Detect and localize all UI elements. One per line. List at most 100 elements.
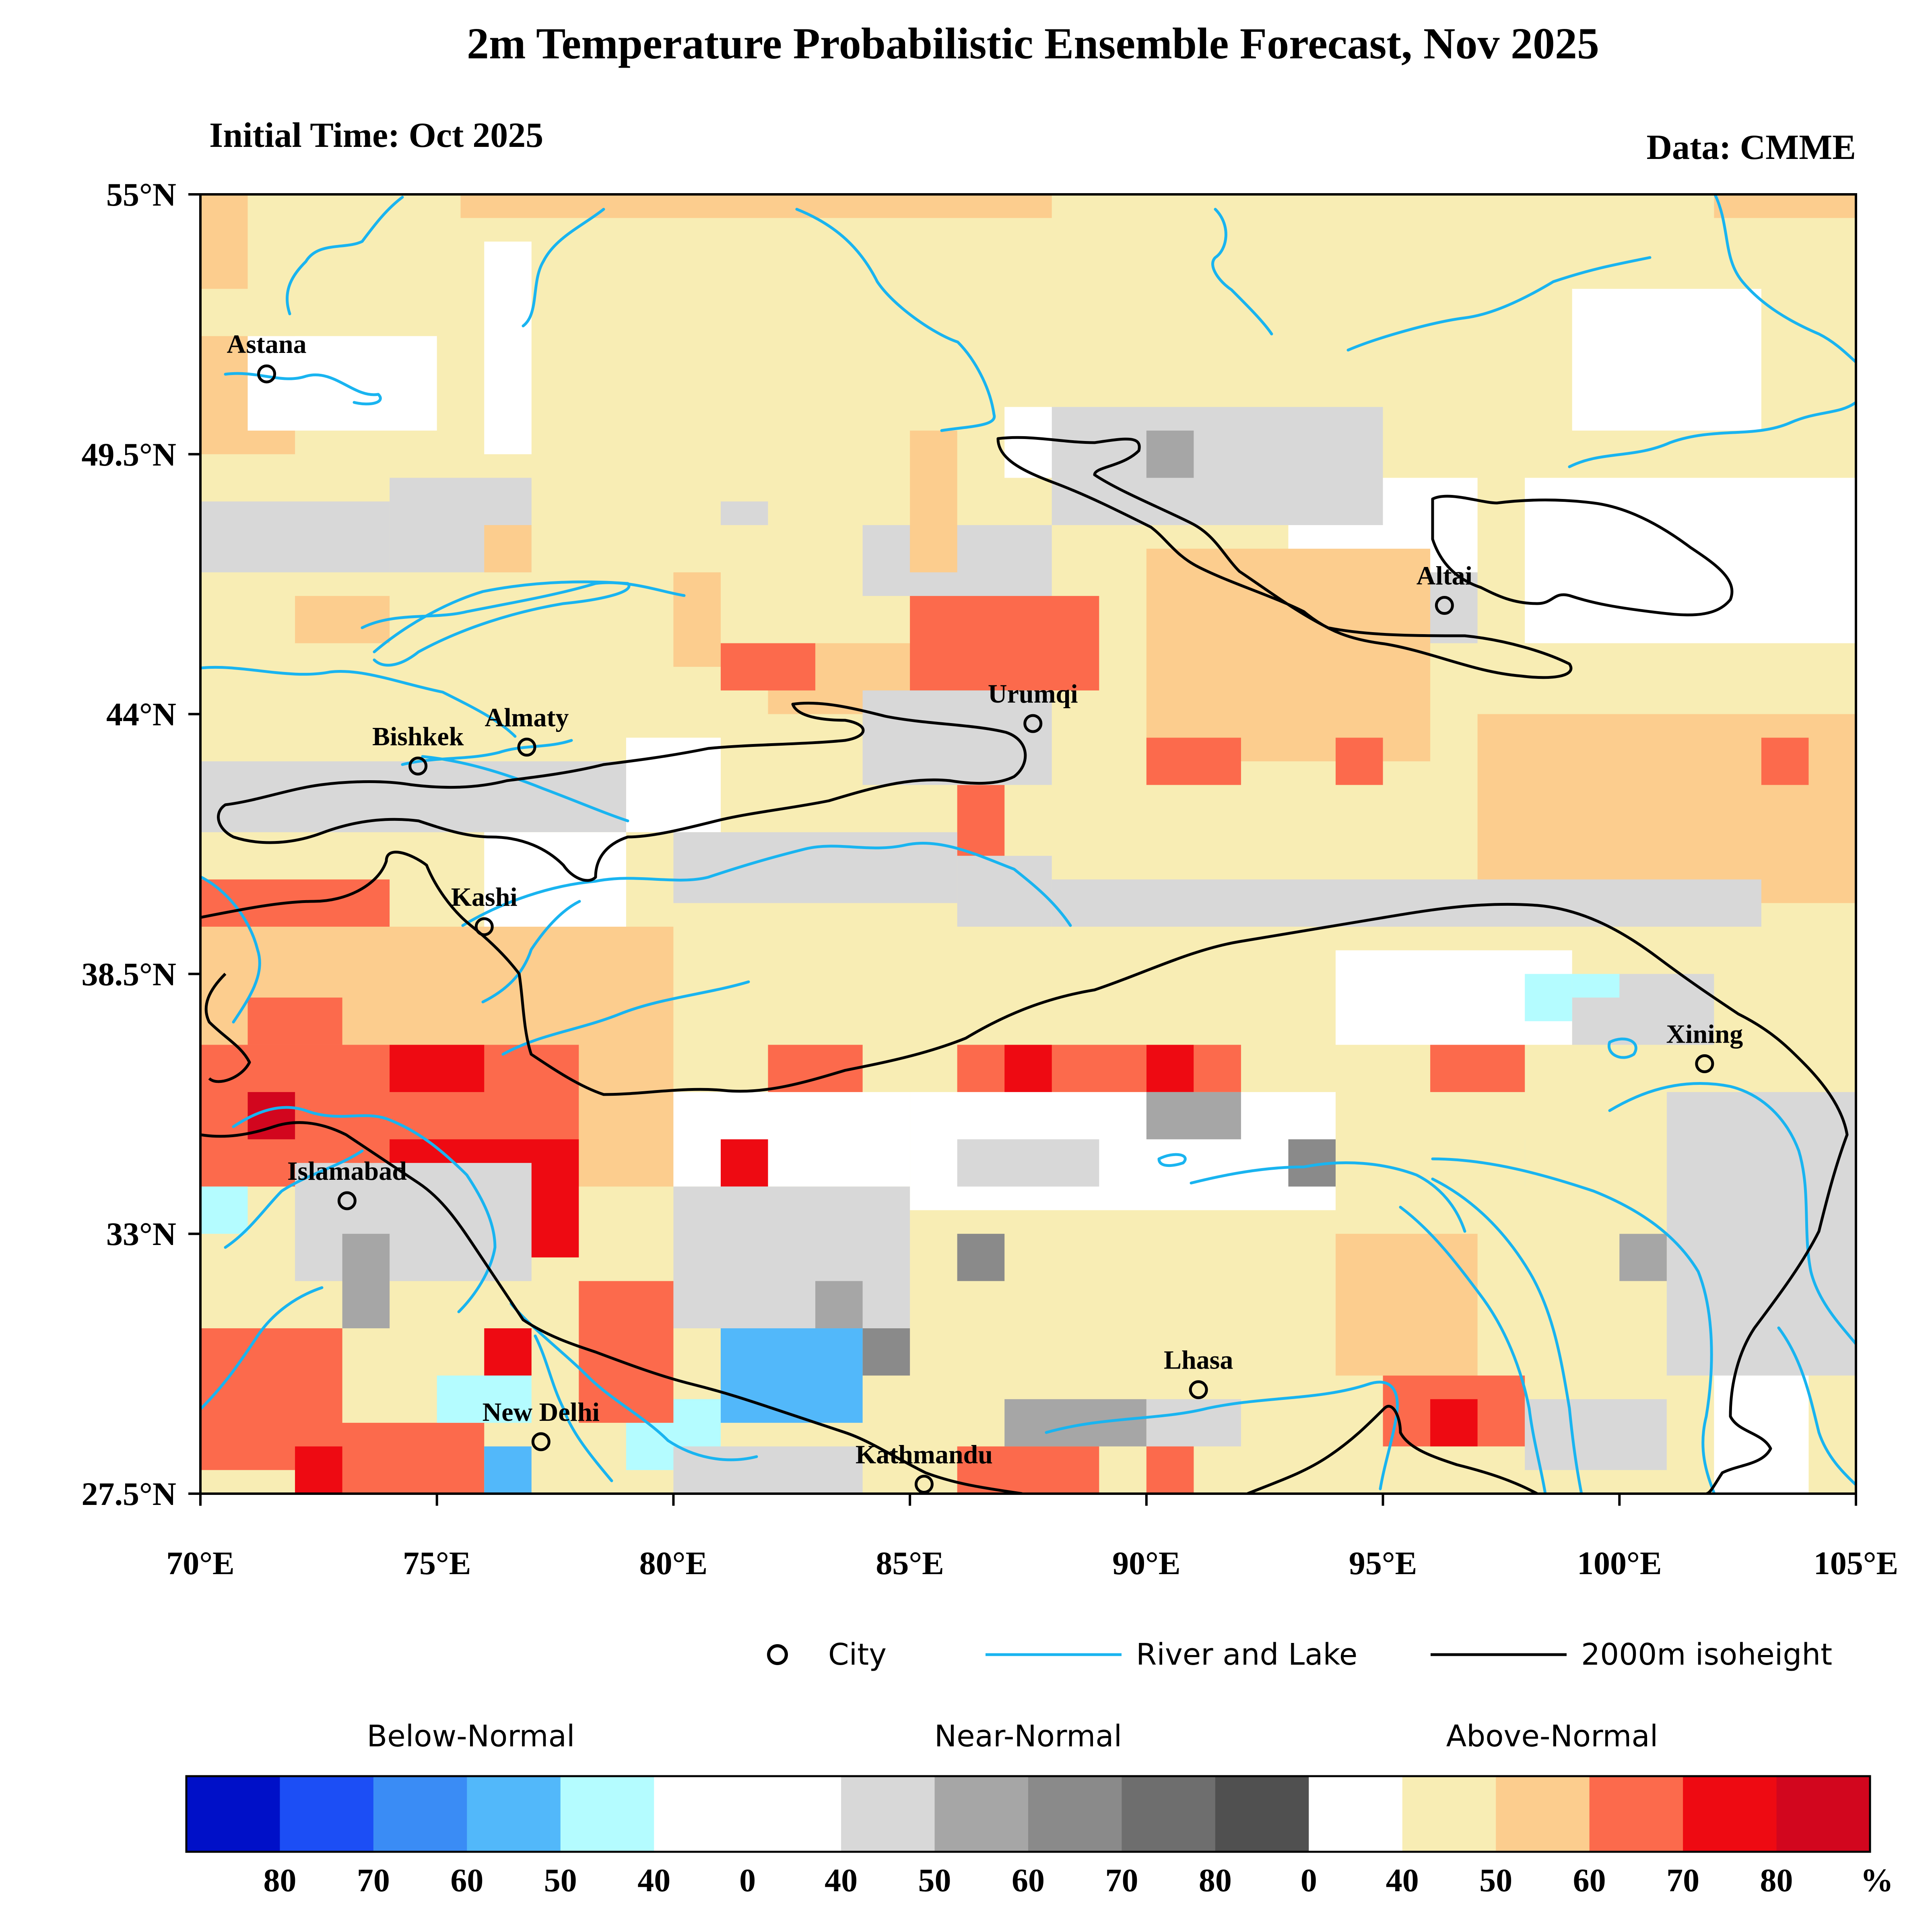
city-marker-astana: [257, 364, 276, 383]
x-tick-label: 100°E: [1577, 1545, 1662, 1581]
heatmap-region-16: [1146, 431, 1194, 478]
city-marker-urumqi: [1023, 714, 1043, 733]
colorbar-tick-label: 70: [1105, 1862, 1138, 1898]
isoheight-altai: [996, 436, 1573, 679]
isoheight-pamir-tibet: [200, 851, 1849, 1494]
colorbar-tick-label: 40: [1386, 1862, 1419, 1898]
heatmap-region-73: [720, 1328, 863, 1423]
river-east: [1346, 256, 1652, 352]
colorbar-swatch: [747, 1776, 841, 1852]
river-mekong: [1431, 1177, 1583, 1494]
colorbar-swatch: [1122, 1776, 1216, 1852]
lake-namtso: [1157, 1153, 1187, 1167]
river-east-edge: [1777, 1326, 1856, 1486]
heatmap-region-80: [1146, 1399, 1241, 1447]
y-tick-label: 27.5°N: [81, 1476, 176, 1512]
city-marker-xining: [1695, 1054, 1714, 1073]
heatmap-region-25: [720, 643, 816, 690]
colorbar-swatch: [560, 1776, 654, 1852]
heatmap-region-88: [1525, 974, 1572, 1021]
colorbar-tick-label: 80: [1199, 1862, 1232, 1898]
heatmap-region-54: [437, 1375, 532, 1423]
river-naryn: [401, 739, 573, 766]
plot-frame: [199, 193, 1857, 1495]
heatmap-region-27: [1146, 738, 1241, 785]
city-label-altai: Altai: [1417, 561, 1472, 591]
isoheight-tianshan: [217, 701, 1027, 882]
colorbar-swatch: [280, 1776, 374, 1852]
colorbar-swatch: [1683, 1776, 1777, 1852]
river-northeast: [1713, 194, 1856, 364]
y-tick-label: 55°N: [106, 176, 176, 213]
city-label-kathmandu: Kathmandu: [856, 1440, 993, 1470]
river-kashi: [481, 900, 581, 1004]
heatmap-region-57: [673, 1092, 910, 1187]
colorbar-swatch: [1309, 1776, 1403, 1852]
city-label-islamabad: Islamabad: [287, 1156, 407, 1186]
heatmap-region-20: [484, 525, 532, 573]
city-marker-kashi: [474, 917, 494, 936]
colorbar-group-near: Near-Normal: [934, 1719, 1122, 1754]
colorbar-group-above: Above-Normal: [1446, 1719, 1658, 1754]
river-yellow: [1608, 1082, 1856, 1346]
heatmap-region-70: [957, 1234, 1005, 1281]
x-tick-label: 90°E: [1112, 1545, 1181, 1581]
city-marker-almaty: [517, 738, 536, 757]
colorbar-tick-label: 80: [1760, 1862, 1793, 1898]
river-salween: [1399, 1206, 1547, 1494]
x-tick-label: 95°E: [1349, 1545, 1417, 1581]
river-khotan: [501, 980, 750, 1056]
river-sutlej: [200, 1286, 324, 1410]
x-tick-label: 75°E: [403, 1545, 471, 1581]
river-syr: [200, 666, 517, 738]
heatmap-region-58: [720, 1139, 768, 1187]
river-yamuna: [534, 1334, 613, 1482]
heatmap-region-71: [815, 1281, 863, 1329]
river-brahmaputra: [1045, 1381, 1399, 1490]
x-tick-label: 70°E: [166, 1545, 235, 1581]
city-marker-islamabad: [337, 1191, 357, 1210]
heatmap-region-40: [1572, 974, 1620, 998]
colorbar-unit: %: [1860, 1862, 1893, 1898]
heatmap-region-21: [295, 596, 390, 643]
colorbar-swatch: [934, 1776, 1029, 1852]
heatmap-region-9: [1525, 478, 1856, 643]
river-balkhash: [373, 580, 631, 667]
heatmap-region-28: [1336, 738, 1383, 785]
heatmap-region-81: [1146, 1446, 1194, 1494]
colorbar-swatch: [1402, 1776, 1496, 1852]
river-ishim: [286, 196, 404, 315]
data-source-label: Data: CMME: [1646, 128, 1856, 167]
heatmap-region-52: [295, 1446, 342, 1494]
river-amu: [200, 876, 261, 1024]
heatmap-region-26: [910, 596, 1099, 690]
colorbar-swatch: [1776, 1776, 1870, 1852]
colorbar-swatch: [1215, 1776, 1309, 1852]
heatmap-region-59: [768, 1045, 863, 1092]
colorbar-tick-label: 50: [1479, 1862, 1512, 1898]
heatmap-region-23: [1146, 548, 1431, 762]
heatmap-region-4: [1714, 194, 1856, 218]
heatmap-region-6: [484, 241, 532, 454]
heatmap-region-2: [200, 194, 248, 289]
heatmap-region-69: [673, 1186, 910, 1329]
heatmap-region-29: [1761, 738, 1809, 785]
heatmap-region-30: [957, 785, 1005, 856]
isoheight-east-himalaya: [1247, 1405, 1538, 1494]
colorbar-tick-label: 60: [450, 1862, 483, 1898]
colorbar-frame: [185, 1775, 1871, 1853]
heatmap-region-31: [626, 738, 721, 833]
heatmap-region-67: [1146, 1092, 1241, 1140]
isoheight-mongolia: [1431, 495, 1734, 616]
heatmap-cells: [200, 194, 1856, 1494]
isoheight-lines: [200, 436, 1849, 1494]
heatmap-region-61: [1004, 1045, 1052, 1092]
colorbar-swatch: [1589, 1776, 1683, 1852]
city-markers: Astana Bishkek Almaty Urumqi Altai Kashi Xinin…: [227, 330, 1743, 1494]
city-label-astana: Astana: [227, 330, 307, 359]
heatmap-region-79: [1004, 1399, 1146, 1447]
heatmap-region-85: [1666, 1092, 1856, 1376]
heatmap-region-92: [1525, 1399, 1667, 1470]
colorbar-tick-label: 60: [1573, 1862, 1606, 1898]
heatmap-region-62: [1146, 1045, 1194, 1092]
